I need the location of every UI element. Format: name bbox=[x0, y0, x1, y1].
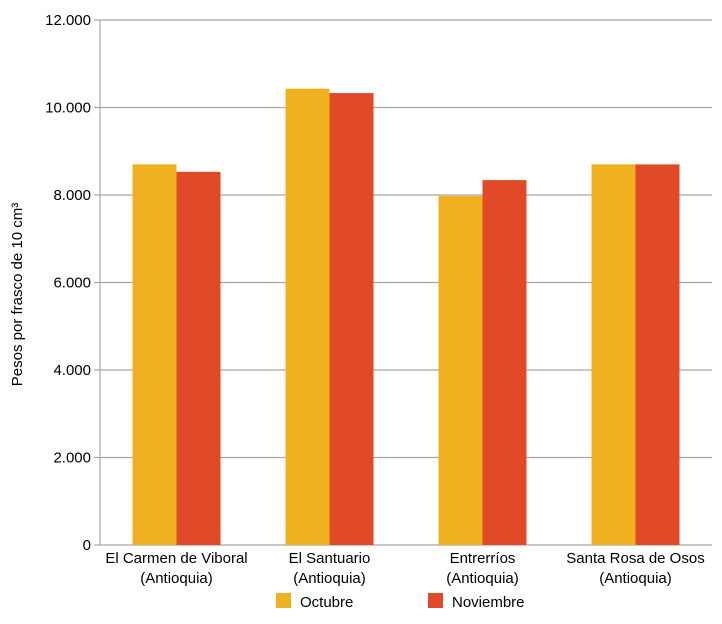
x-tick-label: (Antioquia) bbox=[599, 570, 672, 587]
bar-octubre-2 bbox=[285, 88, 330, 545]
bar-noviembre-3 bbox=[482, 180, 527, 545]
bar-noviembre-4 bbox=[635, 164, 680, 545]
x-tick-label: Entrerríos bbox=[450, 550, 516, 567]
y-tick-label: 8.000 bbox=[53, 187, 91, 204]
y-tick-label: 10.000 bbox=[45, 100, 91, 117]
y-tick-label: 2.000 bbox=[53, 450, 91, 467]
y-axis-title: Pesos por frasco de 10 cm³ bbox=[9, 203, 26, 386]
x-tick-label: Santa Rosa de Osos bbox=[566, 550, 704, 567]
bar-octubre-1 bbox=[132, 164, 177, 545]
bar-octubre-4 bbox=[591, 164, 636, 545]
legend-swatch-octubre bbox=[276, 593, 291, 608]
y-tick-label: 6.000 bbox=[53, 275, 91, 292]
y-tick-label: 4.000 bbox=[53, 362, 91, 379]
bars bbox=[132, 88, 680, 545]
x-tick-label: El Carmen de Viboral bbox=[105, 550, 247, 567]
y-tick-label: 12.000 bbox=[45, 12, 91, 29]
x-tick-label: (Antioquia) bbox=[446, 570, 519, 587]
x-tick-label: (Antioquia) bbox=[140, 570, 213, 587]
axis-labels: 0 2.000 4.000 6.000 8.000 10.000 12.000 El Carm… bbox=[45, 12, 705, 587]
y-tick-label: 0 bbox=[83, 537, 91, 554]
bar-noviembre-1 bbox=[176, 171, 221, 545]
x-tick-label: (Antioquia) bbox=[293, 570, 366, 587]
x-tick-label: El Santuario bbox=[289, 550, 371, 567]
legend-label-noviembre: Noviembre bbox=[452, 594, 525, 611]
legend: Octubre Noviembre bbox=[276, 593, 525, 611]
bar-noviembre-2 bbox=[329, 93, 374, 545]
legend-swatch-noviembre bbox=[428, 593, 443, 608]
legend-label-octubre: Octubre bbox=[300, 594, 353, 611]
bar-octubre-3 bbox=[438, 195, 483, 545]
